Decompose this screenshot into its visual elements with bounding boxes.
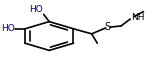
Text: HO: HO [1,24,15,33]
Text: NH: NH [131,14,144,22]
Text: S: S [104,22,110,32]
Text: HO: HO [29,5,43,14]
